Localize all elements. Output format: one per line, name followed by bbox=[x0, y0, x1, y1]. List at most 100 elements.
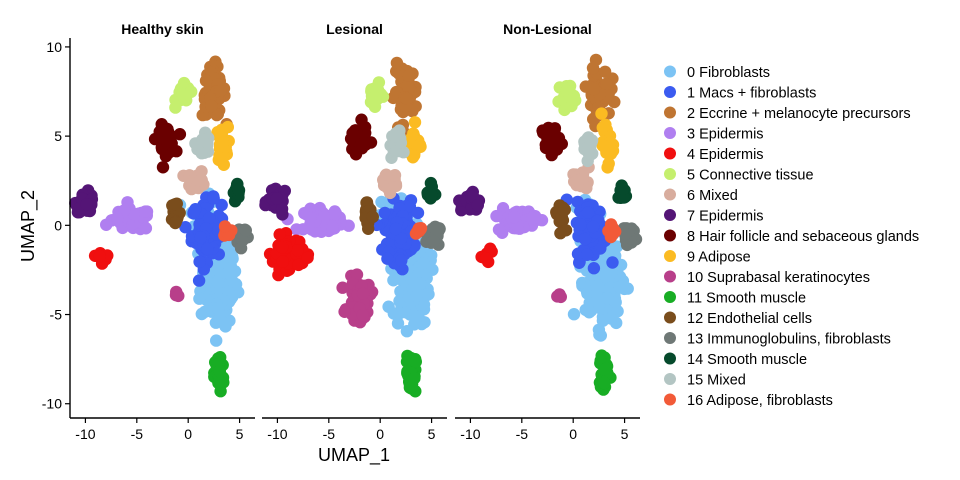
cell-point-cluster-1 bbox=[194, 231, 207, 244]
cell-point-cluster-12 bbox=[366, 210, 379, 224]
cell-point-cluster-14 bbox=[425, 189, 438, 202]
legend-swatch bbox=[664, 106, 676, 119]
x-tick-label: -5 bbox=[131, 426, 144, 442]
cell-point-cluster-1 bbox=[381, 252, 394, 265]
cell-point-cluster-10 bbox=[336, 281, 349, 294]
legend-item: 4 Epidermis bbox=[664, 147, 764, 163]
legend-swatch bbox=[664, 332, 676, 344]
legend-label: 8 Hair follicle and sebaceous glands bbox=[687, 229, 919, 245]
cell-point-cluster-2 bbox=[205, 99, 218, 113]
legend-label: 13 Immunoglobulins, fibroblasts bbox=[687, 332, 891, 348]
points bbox=[453, 53, 643, 396]
cell-point-cluster-7 bbox=[275, 202, 289, 216]
legend-label: 4 Epidermis bbox=[687, 147, 764, 163]
cell-point-cluster-2 bbox=[400, 92, 413, 105]
cell-point-cluster-15 bbox=[582, 142, 595, 156]
legend-swatch bbox=[664, 188, 676, 201]
cell-point-cluster-1 bbox=[587, 262, 601, 275]
x-tick-label: -10 bbox=[460, 426, 480, 442]
cell-point-cluster-10 bbox=[356, 287, 370, 300]
cell-point-cluster-4 bbox=[273, 228, 286, 241]
legend-item: 8 Hair follicle and sebaceous glands bbox=[664, 229, 919, 245]
cell-point-cluster-0 bbox=[400, 325, 414, 338]
cell-point-cluster-3 bbox=[127, 207, 141, 221]
legend-label: 14 Smooth muscle bbox=[687, 352, 807, 368]
cell-point-cluster-9 bbox=[601, 161, 614, 174]
legend-swatch bbox=[664, 352, 676, 365]
cell-point-cluster-0 bbox=[391, 317, 405, 330]
cell-point-cluster-11 bbox=[409, 355, 422, 368]
legend-label: 15 Mixed bbox=[687, 373, 746, 389]
legend-label: 2 Eccrine + melanocyte precursors bbox=[687, 106, 911, 122]
cell-point-cluster-5 bbox=[368, 91, 382, 105]
cell-point-cluster-5 bbox=[565, 93, 579, 106]
cell-point-cluster-0 bbox=[211, 301, 225, 315]
cell-point-cluster-7 bbox=[80, 198, 93, 211]
points bbox=[69, 55, 254, 398]
cell-point-cluster-9 bbox=[599, 118, 612, 131]
cell-point-cluster-6 bbox=[195, 165, 208, 178]
cell-point-cluster-0 bbox=[417, 257, 430, 270]
legend-item: 3 Epidermis bbox=[664, 127, 764, 143]
legend-item: 14 Smooth muscle bbox=[664, 352, 807, 368]
cell-point-cluster-1 bbox=[187, 205, 201, 219]
cell-point-cluster-3 bbox=[508, 210, 521, 224]
legend-item: 10 Suprabasal keratinocytes bbox=[664, 270, 870, 286]
legend-item: 12 Endothelial cells bbox=[664, 311, 812, 327]
cell-point-cluster-1 bbox=[578, 232, 592, 246]
cell-point-cluster-0 bbox=[605, 267, 618, 280]
cell-point-cluster-9 bbox=[596, 139, 609, 152]
cell-point-cluster-8 bbox=[162, 127, 175, 141]
legend-item: 7 Epidermis bbox=[664, 209, 764, 225]
x-tick-label: -5 bbox=[323, 426, 336, 442]
cell-point-cluster-4 bbox=[301, 251, 314, 264]
cell-point-cluster-4 bbox=[292, 258, 305, 272]
cell-point-cluster-11 bbox=[598, 363, 611, 376]
legend-item: 2 Eccrine + melanocyte precursors bbox=[664, 106, 911, 122]
cell-point-cluster-5 bbox=[185, 85, 198, 99]
cell-point-cluster-2 bbox=[199, 74, 213, 88]
x-tick-label: 0 bbox=[184, 426, 192, 442]
panel-1: Lesional -10 -5 0 5 bbox=[259, 21, 447, 442]
y-axis-label: UMAP_2 bbox=[18, 190, 39, 262]
cell-point-cluster-1 bbox=[193, 255, 206, 268]
cell-point-cluster-4 bbox=[291, 244, 304, 257]
cell-point-cluster-7 bbox=[471, 199, 484, 212]
cell-point-cluster-4 bbox=[479, 252, 493, 265]
cell-point-cluster-9 bbox=[217, 158, 230, 171]
legend-swatch bbox=[664, 393, 676, 406]
panel-0: Healthy skin -10 -5 0 5 10 5 0 -5 -10 bbox=[42, 21, 255, 442]
panel-title: Healthy skin bbox=[121, 21, 203, 37]
x-tick-label: 5 bbox=[236, 426, 244, 442]
cell-point-cluster-2 bbox=[587, 82, 601, 96]
cell-point-cluster-10 bbox=[172, 289, 185, 303]
cell-point-cluster-3 bbox=[100, 218, 113, 231]
legend-label: 12 Endothelial cells bbox=[687, 311, 812, 327]
cell-point-cluster-1 bbox=[395, 254, 408, 267]
legend-item: 0 Fibroblasts bbox=[664, 65, 770, 81]
cell-point-cluster-8 bbox=[156, 161, 170, 174]
cell-point-cluster-2 bbox=[600, 77, 613, 91]
cell-point-cluster-0 bbox=[567, 308, 581, 321]
legend-label: 6 Mixed bbox=[687, 188, 738, 204]
legend-label: 3 Epidermis bbox=[687, 127, 764, 143]
legend: 0 Fibroblasts 1 Macs + fibroblasts 2 Eccri… bbox=[664, 65, 919, 409]
x-tick-label: -10 bbox=[75, 426, 95, 442]
legend-swatch bbox=[664, 147, 676, 160]
legend-swatch bbox=[664, 250, 676, 262]
cell-point-cluster-2 bbox=[598, 65, 612, 79]
x-axis-label: UMAP_1 bbox=[318, 445, 390, 466]
cell-point-cluster-3 bbox=[139, 205, 152, 218]
cell-point-cluster-2 bbox=[401, 79, 414, 92]
cell-point-cluster-3 bbox=[111, 211, 124, 225]
legend-label: 0 Fibroblasts bbox=[687, 65, 770, 81]
legend-swatch bbox=[664, 209, 676, 221]
cell-point-cluster-14 bbox=[616, 182, 630, 196]
legend-swatch bbox=[664, 291, 676, 303]
cell-point-cluster-1 bbox=[586, 220, 600, 234]
cell-point-cluster-9 bbox=[216, 137, 230, 150]
cell-point-cluster-2 bbox=[586, 61, 600, 75]
cell-point-cluster-6 bbox=[389, 179, 403, 193]
legend-item: 15 Mixed bbox=[664, 373, 746, 389]
legend-swatch bbox=[664, 168, 676, 180]
